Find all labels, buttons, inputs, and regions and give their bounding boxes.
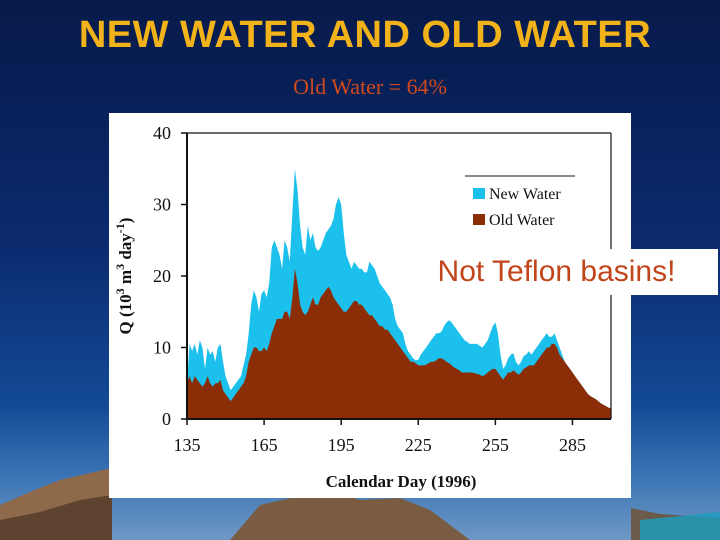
area-old-water — [187, 268, 611, 419]
y-axis-title-part: day — [116, 233, 135, 264]
y-tick-label: 40 — [153, 123, 171, 143]
x-tick-label: 225 — [405, 435, 432, 455]
x-tick-label: 255 — [482, 435, 509, 455]
legend-label-new-water: New Water — [489, 186, 561, 203]
y-tick-label: 20 — [153, 266, 171, 286]
y-axis-title-superscript: -1 — [113, 223, 127, 233]
y-axis-title-part: m — [116, 270, 135, 288]
y-axis-title-superscript: 3 — [113, 288, 127, 294]
y-axis-title-part: Q (10 — [116, 294, 135, 334]
x-tick-label: 135 — [174, 435, 201, 455]
chart-legend: New Water Old Water — [465, 175, 575, 229]
slide-subtitle: Old Water = 64% — [293, 74, 447, 99]
y-tick-label: 30 — [153, 195, 171, 215]
y-axis-title-part: ) — [116, 218, 135, 224]
y-axis-title-superscript: 3 — [113, 264, 127, 270]
x-axis-title: Calendar Day (1996) — [326, 472, 477, 491]
callout-note: Not Teflon basins! — [395, 249, 718, 295]
slide-title: NEW WATER AND OLD WATER — [78, 14, 652, 56]
x-tick-label: 165 — [251, 435, 278, 455]
x-tick-group: 135 165 195 225 255 285 — [174, 419, 586, 455]
stacked-area-chart: 0 10 20 30 40 135 165 195 225 255 285 Calendar Da… — [113, 123, 612, 491]
y-axis-title: Q (103 m3 day-1) — [113, 218, 135, 335]
legend-swatch-old-water — [473, 214, 485, 225]
y-tick-label: 10 — [153, 338, 171, 358]
chart-areas — [187, 168, 611, 419]
mountain-center-ridge — [230, 490, 470, 540]
x-tick-label: 195 — [328, 435, 355, 455]
y-tick-group: 0 10 20 30 40 — [153, 123, 187, 429]
legend-label-old-water: Old Water — [489, 212, 555, 229]
legend-swatch-new-water — [473, 188, 485, 199]
mountain-range-shadow — [0, 495, 112, 540]
x-tick-label: 285 — [559, 435, 586, 455]
y-tick-label: 0 — [162, 409, 171, 429]
water-glint — [640, 512, 720, 540]
